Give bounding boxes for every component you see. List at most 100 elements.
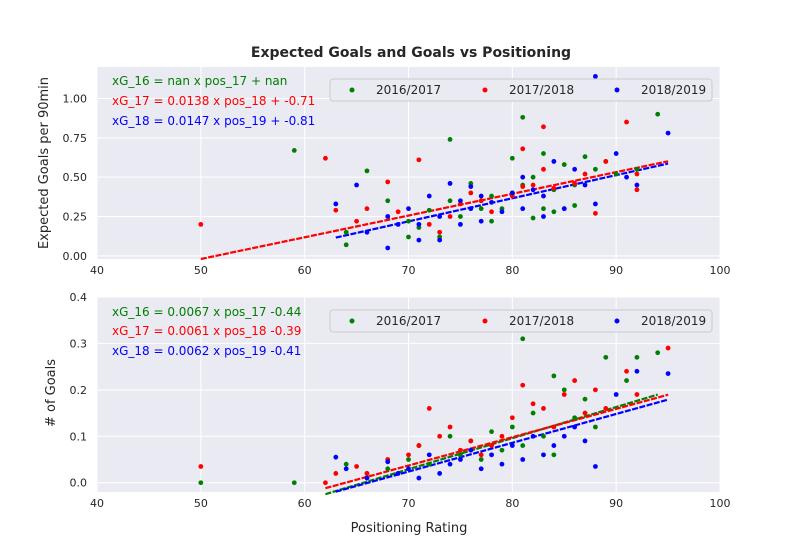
data-point-2017/2018 — [551, 424, 557, 430]
data-point-2018/2019 — [354, 182, 359, 188]
fit-line-2018/2019 — [335, 162, 669, 239]
y-tick-label: 0.0 — [70, 477, 88, 490]
data-point-2018/2019 — [520, 206, 526, 212]
data-point-2018/2019 — [665, 371, 671, 377]
data-point-2016/2017 — [426, 461, 432, 467]
ticks-bottom: 40 50 60 70 80 90 100 0.0 0.1 0.2 0.3 0.4 — [70, 291, 731, 510]
data-point-2018/2019 — [665, 130, 671, 136]
fit-line-2017/2018 — [200, 160, 669, 261]
data-point-2016/2017 — [406, 457, 411, 462]
x-tick-label: 40 — [90, 264, 104, 277]
data-point-2018/2019 — [541, 214, 546, 219]
data-point-2016/2017 — [458, 214, 463, 219]
data-point-2018/2019 — [385, 459, 391, 465]
data-point-2016/2017 — [551, 209, 557, 215]
fit-lines-top — [200, 160, 669, 261]
data-point-2018/2019 — [333, 201, 339, 207]
data-point-2016/2017 — [385, 198, 391, 204]
fit-line-2017/2018 — [325, 393, 669, 490]
data-point-2018/2019 — [613, 392, 619, 397]
data-point-2016/2017 — [572, 203, 578, 208]
data-point-2018/2019 — [343, 466, 349, 472]
data-point-2016/2017 — [489, 429, 494, 435]
data-point-2016/2017 — [541, 433, 546, 439]
chart-title: Expected Goals and Goals vs Positioning — [251, 45, 571, 61]
data-point-2018/2019 — [572, 424, 578, 430]
equation-2018-bottom: xG_18 = 0.0062 x pos_19 -0.41 — [112, 344, 301, 358]
y-tick-label: 0.1 — [70, 430, 88, 443]
legend-label-2018-bottom: 2018/2019 — [641, 314, 706, 328]
xg-scatter-chart: 40 50 60 70 80 90 100 0.00 0.25 0.50 0.75 1.00 Expe… — [37, 45, 731, 277]
data-point-2016/2017 — [520, 443, 526, 448]
data-point-2018/2019 — [416, 475, 422, 481]
x-tick-label: 90 — [609, 264, 623, 277]
data-point-2017/2018 — [333, 471, 339, 476]
data-point-2018/2019 — [406, 206, 411, 212]
data-point-2018/2019 — [561, 433, 567, 439]
x-axis-label: Positioning Rating — [351, 521, 468, 536]
data-point-2016/2017 — [509, 155, 515, 161]
data-point-2016/2017 — [613, 171, 619, 177]
data-point-2017/2018 — [603, 159, 609, 164]
y-tick-label: 0.50 — [63, 171, 88, 184]
equation-2016-top: xG_16 = nan x pos_17 + nan — [112, 74, 287, 88]
data-point-2017/2018 — [323, 480, 328, 486]
data-point-2017/2018 — [354, 218, 359, 224]
y-tick-label: 0.4 — [70, 291, 88, 304]
data-point-2017/2018 — [395, 209, 401, 215]
data-point-2017/2018 — [323, 155, 328, 161]
data-point-2016/2017 — [520, 336, 526, 342]
x-tick-label: 80 — [505, 264, 519, 277]
y-tick-label: 0.2 — [70, 384, 88, 397]
data-point-2017/2018 — [499, 433, 505, 439]
x-tick-label: 60 — [298, 497, 312, 510]
y-tick-label: 0.75 — [63, 132, 88, 145]
data-point-2018/2019 — [478, 218, 484, 224]
data-point-2017/2018 — [364, 471, 370, 476]
legend-bottom: 2016/2017 2017/2018 2018/2019 — [329, 309, 713, 333]
data-point-2018/2019 — [530, 187, 536, 193]
data-point-2018/2019 — [406, 466, 411, 472]
equation-2017-bottom: xG_17 = 0.0061 x pos_18 -0.39 — [112, 324, 301, 338]
data-point-2016/2017 — [551, 452, 557, 458]
data-point-2016/2017 — [593, 424, 598, 430]
x-tick-label: 50 — [194, 264, 208, 277]
data-point-2018/2019 — [509, 190, 515, 196]
y-axis-label-bottom: # of Goals — [44, 359, 59, 427]
legend-box-bottom — [329, 309, 713, 333]
x-tick-label: 100 — [710, 497, 731, 510]
data-point-2016/2017 — [624, 378, 629, 383]
points-bottom — [198, 336, 671, 486]
data-point-2018/2019 — [489, 452, 494, 458]
data-point-2017/2018 — [530, 182, 536, 188]
data-point-2018/2019 — [458, 198, 463, 204]
data-point-2018/2019 — [468, 206, 474, 212]
data-point-2016/2017 — [509, 424, 515, 430]
data-point-2018/2019 — [582, 438, 588, 444]
data-point-2017/2018 — [198, 221, 204, 227]
data-point-2018/2019 — [437, 214, 443, 219]
y-axis-label-top: Expected Goals per 90min — [37, 77, 52, 249]
fit-line-2018/2019 — [335, 398, 669, 493]
data-point-2018/2019 — [613, 151, 619, 156]
data-point-2017/2018 — [509, 415, 515, 421]
data-point-2016/2017 — [291, 148, 297, 153]
data-point-2017/2018 — [385, 179, 391, 185]
data-point-2017/2018 — [593, 210, 598, 216]
data-point-2017/2018 — [416, 157, 422, 163]
data-point-2016/2017 — [561, 387, 567, 393]
data-point-2017/2018 — [541, 406, 546, 411]
data-point-2017/2018 — [530, 401, 536, 407]
data-point-2016/2017 — [426, 207, 432, 213]
legend-marker-2017-top — [482, 87, 488, 93]
data-point-2018/2019 — [333, 454, 339, 460]
data-point-2018/2019 — [478, 466, 484, 472]
data-point-2016/2017 — [655, 350, 661, 356]
data-point-2017/2018 — [520, 146, 526, 152]
data-point-2017/2018 — [478, 452, 484, 458]
data-point-2016/2017 — [499, 447, 505, 453]
data-point-2017/2018 — [541, 166, 546, 172]
legend-label-2016-bottom: 2016/2017 — [376, 314, 441, 328]
data-point-2018/2019 — [593, 74, 598, 79]
data-point-2017/2018 — [634, 392, 640, 397]
